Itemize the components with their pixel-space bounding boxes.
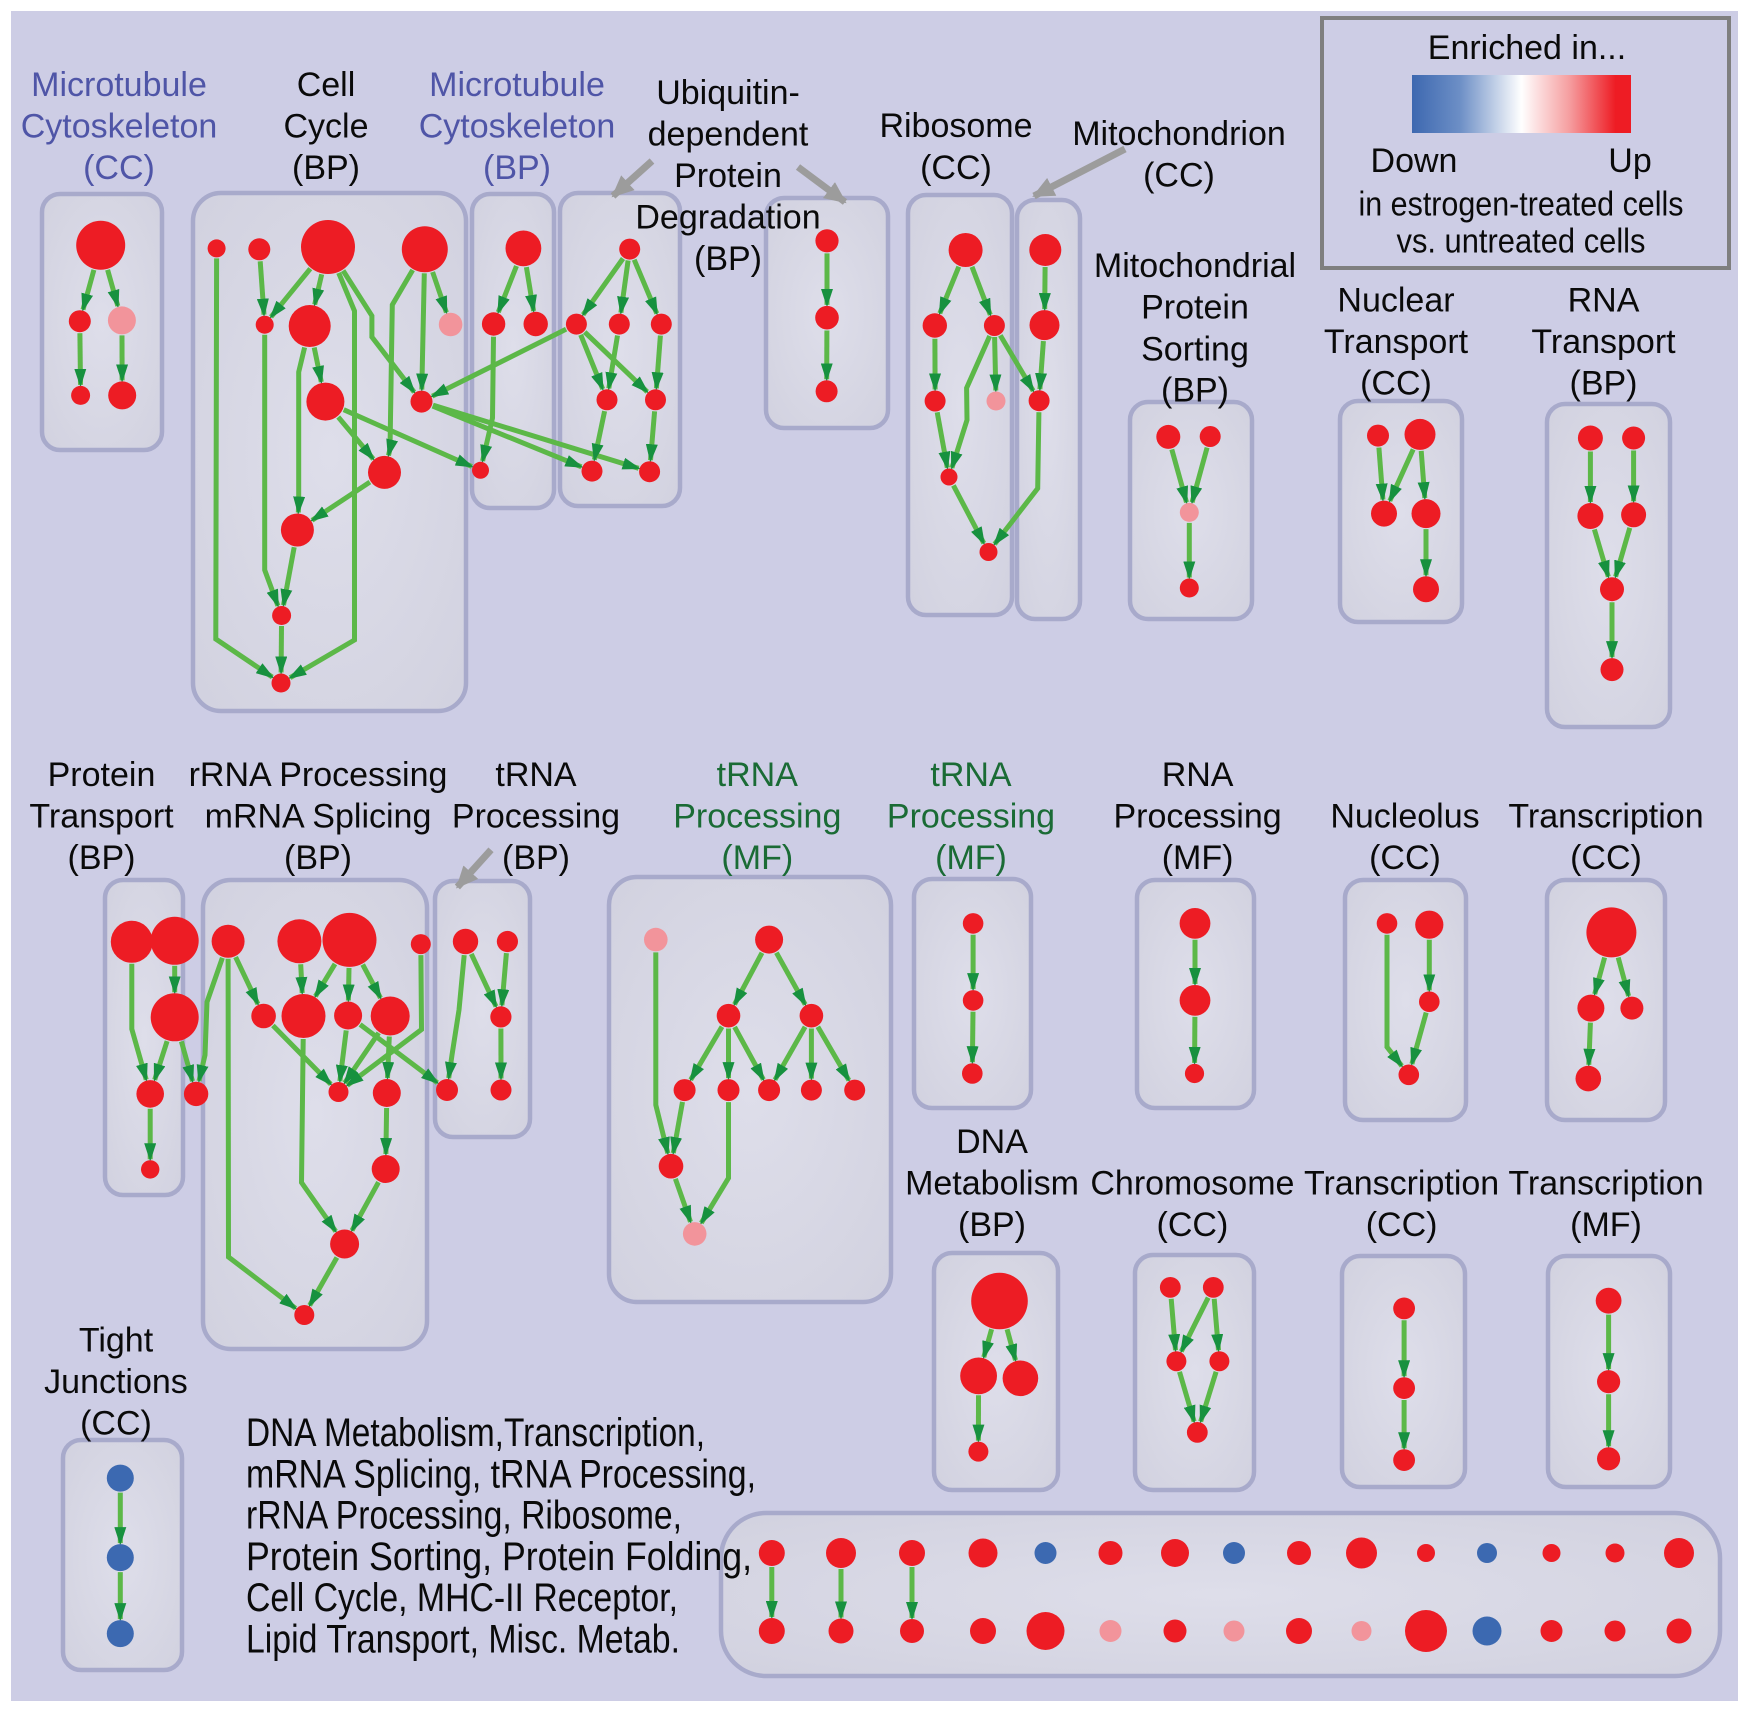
svg-text:rRNA Processing: rRNA Processing — [189, 756, 448, 794]
svg-text:Transport: Transport — [1531, 323, 1676, 361]
svg-text:DNA: DNA — [956, 1123, 1028, 1161]
svg-text:Transcription: Transcription — [1508, 798, 1703, 836]
svg-text:in estrogen-treated cells: in estrogen-treated cells — [1359, 186, 1684, 224]
svg-text:(CC): (CC) — [1157, 1206, 1229, 1244]
svg-text:Protein: Protein — [48, 756, 156, 794]
svg-text:(BP): (BP) — [292, 149, 360, 187]
svg-text:Down: Down — [1371, 142, 1458, 180]
svg-text:DNA Metabolism,Transcription,: DNA Metabolism,Transcription, — [246, 1411, 705, 1455]
svg-text:(BP): (BP) — [1161, 372, 1229, 410]
svg-text:Cycle: Cycle — [283, 108, 368, 146]
svg-text:Ubiquitin-: Ubiquitin- — [656, 74, 800, 112]
svg-text:(BP): (BP) — [502, 839, 570, 877]
svg-text:(BP): (BP) — [958, 1206, 1026, 1244]
svg-text:(CC): (CC) — [1360, 365, 1432, 403]
svg-text:Nucleolus: Nucleolus — [1330, 798, 1479, 836]
svg-text:Cell Cycle, MHC-II Receptor,: Cell Cycle, MHC-II Receptor, — [246, 1576, 678, 1620]
svg-text:(CC): (CC) — [920, 149, 992, 187]
svg-text:Enriched in...: Enriched in... — [1428, 29, 1626, 67]
svg-text:(BP): (BP) — [483, 149, 551, 187]
svg-text:(BP): (BP) — [694, 240, 762, 278]
svg-text:(BP): (BP) — [68, 839, 136, 877]
svg-text:Protein: Protein — [674, 157, 782, 195]
svg-text:Protein: Protein — [1141, 289, 1249, 327]
svg-text:Nuclear: Nuclear — [1337, 282, 1454, 320]
svg-text:Processing: Processing — [452, 798, 620, 836]
svg-text:Processing: Processing — [887, 798, 1055, 836]
svg-text:(CC): (CC) — [1143, 157, 1215, 195]
svg-text:Tight: Tight — [79, 1322, 154, 1360]
svg-text:Chromosome: Chromosome — [1090, 1165, 1294, 1203]
svg-text:Protein Sorting, Protein Foldi: Protein Sorting, Protein Folding, — [246, 1535, 752, 1579]
svg-text:Microtubule: Microtubule — [31, 66, 207, 104]
svg-text:Junctions: Junctions — [44, 1363, 188, 1401]
svg-text:Microtubule: Microtubule — [429, 66, 605, 104]
svg-text:(CC): (CC) — [1369, 839, 1441, 877]
svg-text:Transport: Transport — [29, 798, 174, 836]
svg-text:Transport: Transport — [1324, 323, 1469, 361]
svg-text:Cytoskeleton: Cytoskeleton — [21, 108, 218, 146]
svg-text:dependent: dependent — [648, 116, 809, 154]
svg-text:tRNA: tRNA — [930, 756, 1012, 794]
svg-text:Mitochondrion: Mitochondrion — [1072, 115, 1286, 153]
svg-text:Sorting: Sorting — [1141, 331, 1249, 369]
svg-text:mRNA Splicing: mRNA Splicing — [205, 798, 432, 836]
svg-text:(BP): (BP) — [1570, 365, 1638, 403]
svg-text:Metabolism: Metabolism — [905, 1165, 1079, 1203]
svg-text:Degradation: Degradation — [635, 199, 820, 237]
svg-text:(MF): (MF) — [1570, 1206, 1642, 1244]
svg-text:Processing: Processing — [673, 798, 841, 836]
svg-text:Mitochondrial: Mitochondrial — [1094, 247, 1296, 285]
svg-text:vs. untreated cells: vs. untreated cells — [1397, 223, 1646, 261]
svg-text:Transcription: Transcription — [1508, 1165, 1703, 1203]
svg-text:Cytoskeleton: Cytoskeleton — [419, 108, 616, 146]
svg-text:(MF): (MF) — [1162, 839, 1234, 877]
svg-text:Cell: Cell — [297, 66, 356, 104]
svg-text:Processing: Processing — [1113, 798, 1281, 836]
svg-text:mRNA Splicing, tRNA Processing: mRNA Splicing, tRNA Processing, — [246, 1452, 756, 1496]
svg-text:(MF): (MF) — [721, 839, 793, 877]
svg-text:(MF): (MF) — [935, 839, 1007, 877]
svg-text:(BP): (BP) — [284, 839, 352, 877]
svg-text:Transcription: Transcription — [1304, 1165, 1499, 1203]
svg-text:(CC): (CC) — [80, 1405, 152, 1443]
svg-text:(CC): (CC) — [1570, 839, 1642, 877]
svg-text:Up: Up — [1608, 142, 1651, 180]
svg-text:tRNA: tRNA — [495, 756, 577, 794]
svg-text:(CC): (CC) — [1366, 1206, 1438, 1244]
svg-text:tRNA: tRNA — [717, 756, 799, 794]
svg-text:rRNA Processing, Ribosome,: rRNA Processing, Ribosome, — [246, 1494, 682, 1538]
svg-text:Ribosome: Ribosome — [879, 107, 1032, 145]
svg-text:RNA: RNA — [1568, 282, 1640, 320]
svg-text:(CC): (CC) — [83, 149, 155, 187]
svg-text:RNA: RNA — [1162, 756, 1234, 794]
svg-text:Lipid Transport, Misc. Metab.: Lipid Transport, Misc. Metab. — [246, 1618, 680, 1662]
